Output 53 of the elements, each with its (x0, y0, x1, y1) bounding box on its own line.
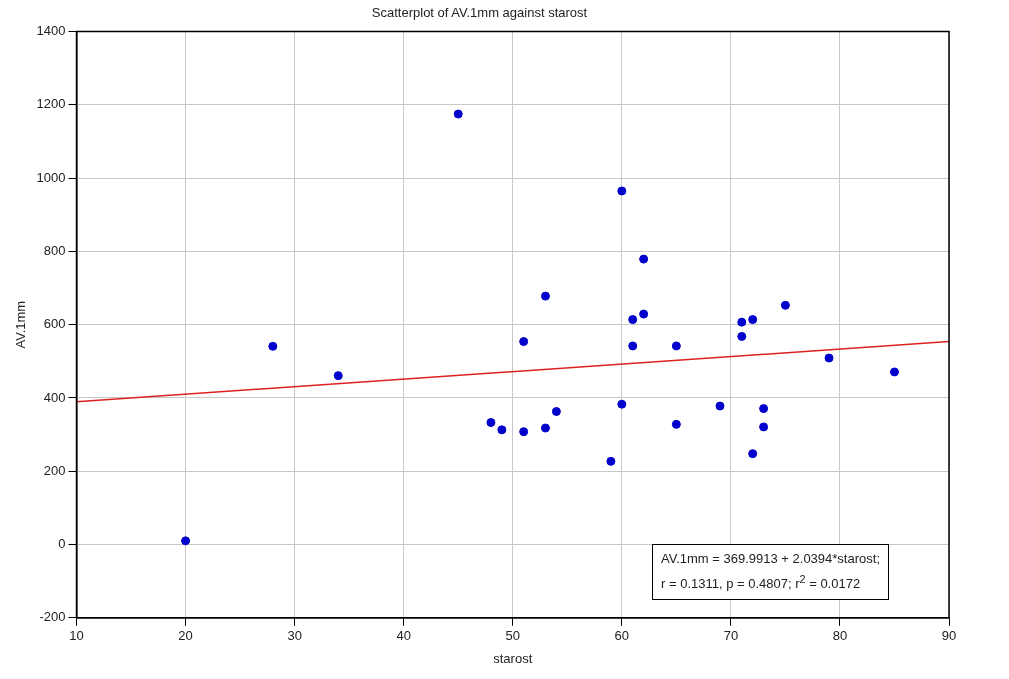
point (759, 422, 769, 432)
y-tick-label: 1000 (36, 169, 66, 185)
point (824, 353, 834, 363)
point (453, 109, 463, 119)
point (333, 371, 343, 381)
x-tick-label: 10 (69, 628, 84, 644)
y-tick-label: 0 (58, 536, 66, 552)
point (486, 418, 496, 428)
x-tick-label: 20 (178, 628, 193, 644)
point (540, 423, 550, 433)
point (737, 331, 747, 341)
annotation: r = 0.1311, p = 0.4807; r$^{2}$ = 0.0172 (661, 572, 862, 594)
point (606, 456, 616, 466)
y-tick-label: 800 (43, 243, 66, 258)
point (889, 367, 899, 377)
x-tick-label: 90 (941, 628, 957, 644)
x-axis-title: starost (493, 650, 533, 666)
point (628, 315, 638, 325)
point (268, 341, 278, 351)
point (715, 401, 725, 411)
x-tick-label: 50 (505, 628, 520, 644)
y-tick-label: 1400 (36, 23, 66, 39)
point (628, 341, 638, 351)
point (519, 427, 529, 437)
point (551, 407, 561, 417)
point (671, 419, 681, 429)
point (671, 341, 681, 351)
point (617, 399, 627, 409)
point (519, 337, 529, 347)
x-tick-label: 70 (723, 628, 739, 644)
y-tick-label: 600 (43, 316, 66, 332)
point (748, 449, 758, 459)
point (759, 404, 769, 414)
point (497, 425, 507, 435)
y-tick-label: -200 (39, 609, 66, 625)
annotation: AV.1mm = 369.9913 + 2.0394*starost; (661, 550, 880, 569)
x-tick-label: 30 (287, 628, 302, 644)
x-tick-label: 80 (832, 628, 848, 644)
point (737, 317, 747, 327)
chart-title: Scatterplot of AV.1mm against starost (371, 5, 588, 21)
point (639, 309, 649, 319)
x-tick-label: 60 (614, 628, 630, 644)
y-tick-label: 1200 (36, 96, 66, 112)
y-axis-title: AV.1mm (13, 300, 29, 349)
x-tick-label: 40 (396, 628, 411, 644)
point (617, 186, 627, 196)
point (748, 315, 758, 325)
y-tick-label: 400 (43, 389, 66, 405)
point (639, 254, 649, 264)
point (780, 300, 790, 310)
point (181, 536, 191, 546)
y-tick-label: 200 (43, 462, 66, 478)
point (540, 291, 550, 301)
